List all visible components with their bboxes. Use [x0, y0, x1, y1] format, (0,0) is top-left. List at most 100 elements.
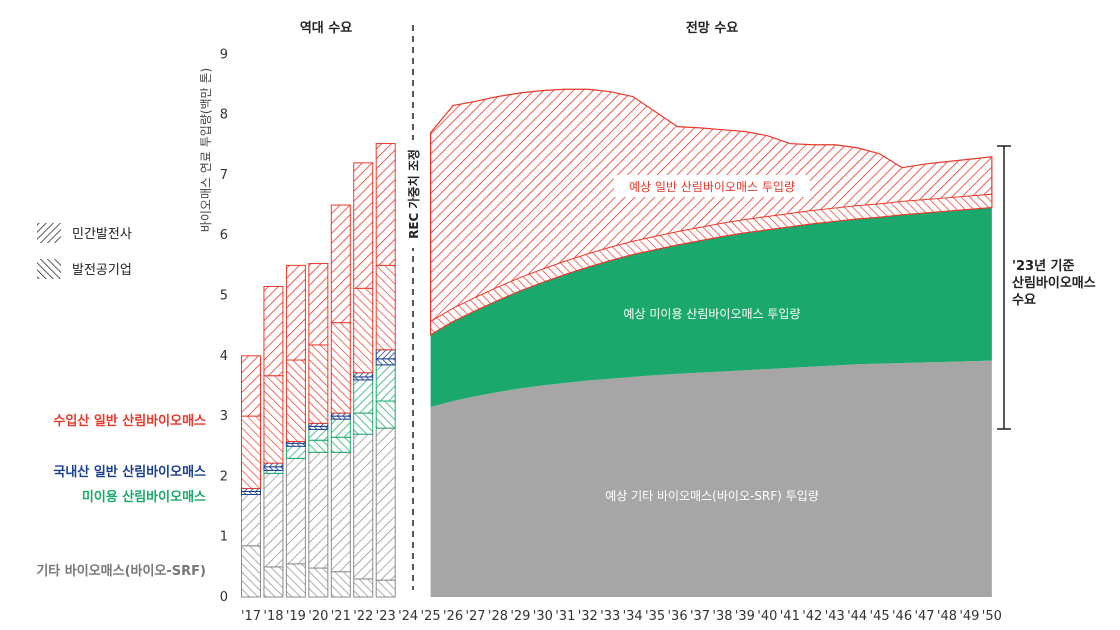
- x-tick-label: '27: [465, 609, 485, 624]
- bar-imported-private: [241, 355, 261, 417]
- legend-public-swatch: [37, 259, 61, 279]
- bar-unused-private: [353, 379, 374, 414]
- bar-other-private: [308, 451, 329, 569]
- label-imported: 수입산 일반 산림바이오매스: [53, 413, 206, 429]
- y-tick-label: 3: [220, 409, 228, 424]
- rec-divider-label-bg: [404, 140, 422, 248]
- y-tick-label: 9: [220, 47, 228, 62]
- bar-other-private: [330, 451, 351, 573]
- x-tick-label: '34: [623, 609, 643, 624]
- x-tick-label: '37: [690, 609, 710, 624]
- x-tick-label: '23: [376, 609, 396, 624]
- bracket-label-line-2: 산림바이오매스: [1012, 275, 1096, 291]
- x-axis-ticks: '17'18'19'20'21'22'23'24'25'26'27'28'29 '…: [241, 609, 1002, 624]
- bar-domestic-private: [353, 372, 374, 378]
- x-tick-label: '35: [645, 609, 665, 624]
- bar-unused-private: [375, 364, 396, 402]
- section-forecast: 전망 수요: [686, 20, 738, 36]
- legend-private-label: 민간발전사: [72, 227, 132, 242]
- bar-other-private: [263, 472, 284, 568]
- bar-imported-public: [375, 264, 396, 351]
- bar-other-public: [375, 579, 396, 598]
- x-tick-label: '49: [959, 609, 979, 624]
- area-label-unused: 예상 미이용 산림바이오매스 투입량: [623, 307, 800, 321]
- x-tick-label: '38: [712, 609, 732, 624]
- x-tick-label: '46: [892, 609, 912, 624]
- bar-other-private: [285, 457, 306, 565]
- x-tick-label: '18: [263, 609, 283, 624]
- bar-imported-private: [263, 285, 284, 377]
- bar-unused-public: [353, 412, 374, 435]
- y-tick-label: 0: [220, 590, 228, 605]
- bar-other-public: [241, 545, 261, 598]
- x-tick-label: '20: [308, 609, 328, 624]
- bar-unused-public: [330, 436, 351, 453]
- bar-other-public: [285, 563, 306, 598]
- x-tick-label: '19: [286, 609, 306, 624]
- x-tick-label: '41: [780, 609, 800, 624]
- label-other: 기타 바이오매스(바이오-SRF): [36, 563, 206, 579]
- area-label-other: 예상 기타 바이오매스(바이오-SRF) 투입량: [605, 489, 819, 503]
- area-unused: [430, 207, 992, 408]
- y-tick-label: 5: [220, 289, 228, 304]
- x-tick-label: '47: [914, 609, 934, 624]
- bar-imported-public: [353, 287, 374, 374]
- x-tick-label: '42: [802, 609, 822, 624]
- y-tick-label: 7: [220, 168, 228, 183]
- rec-divider-label: REC 가중치 조정: [406, 149, 421, 239]
- x-tick-label: '36: [667, 609, 687, 624]
- bar-other-public: [353, 578, 374, 598]
- bar-unused-private: [308, 428, 329, 441]
- area-label-general-bg: [614, 175, 810, 197]
- bar-domestic-public: [263, 466, 284, 471]
- bar-imported-public: [285, 359, 306, 442]
- bracket-label-line-3: 수요: [1012, 293, 1036, 308]
- area-general-public: [430, 193, 993, 336]
- x-tick-label: '40: [757, 609, 777, 624]
- section-historical: 역대 수요: [300, 20, 352, 36]
- x-tick-label: '33: [600, 609, 620, 624]
- x-tick-label: '48: [937, 609, 957, 624]
- x-tick-label: '31: [555, 609, 575, 624]
- x-tick-label: '50: [982, 609, 1002, 624]
- area-label-general: 예상 일반 산림바이오매스 투입량: [629, 180, 795, 194]
- legend-public-label: 발전공기업: [72, 263, 132, 278]
- x-tick-label: '28: [488, 609, 508, 624]
- legend-private-swatch: [37, 223, 61, 243]
- x-tick-label: '30: [533, 609, 553, 624]
- bar-imported-public: [308, 344, 329, 424]
- x-tick-label: '39: [735, 609, 755, 624]
- y-axis-ticks: 0 1 2 3 4 5 6 7 8 9: [220, 47, 228, 605]
- bar-imported-public: [241, 415, 261, 489]
- label-domestic: 국내산 일반 산림바이오매스: [53, 464, 206, 480]
- x-tick-label: '22: [353, 609, 373, 624]
- bar-domestic-public: [375, 358, 396, 366]
- x-tick-label: '29: [510, 609, 530, 624]
- bar-unused-private: [285, 445, 306, 459]
- y-tick-label: 4: [220, 349, 228, 364]
- x-tick-label: '26: [443, 609, 463, 624]
- x-tick-label: '25: [421, 609, 441, 624]
- bar-other-private: [375, 427, 396, 581]
- demand-bracket: '23년 기준 산림바이오매스 수요: [997, 145, 1096, 430]
- label-unused: 미이용 산림바이오매스: [82, 489, 206, 505]
- bar-imported-public: [330, 322, 351, 414]
- x-tick-label: '24: [398, 609, 418, 624]
- x-tick-label: '21: [331, 609, 351, 624]
- bar-other-private: [241, 493, 261, 547]
- bar-unused-private: [330, 418, 351, 438]
- x-tick-label: '32: [578, 609, 598, 624]
- y-tick-label: 8: [220, 108, 228, 123]
- bar-imported-private: [285, 264, 306, 361]
- bar-imported-private: [375, 143, 396, 266]
- bar-unused-public: [375, 400, 396, 429]
- bar-imported-private: [308, 263, 329, 346]
- x-tick-label: '43: [825, 609, 845, 624]
- y-axis-label: 바이오매스 연료 투입량(백만 톤): [199, 68, 213, 232]
- area-other: [430, 360, 992, 597]
- x-tick-label: '17: [241, 609, 261, 624]
- x-tick-label: '45: [870, 609, 890, 624]
- bar-other-public: [308, 567, 329, 598]
- bar-other-public: [330, 571, 351, 598]
